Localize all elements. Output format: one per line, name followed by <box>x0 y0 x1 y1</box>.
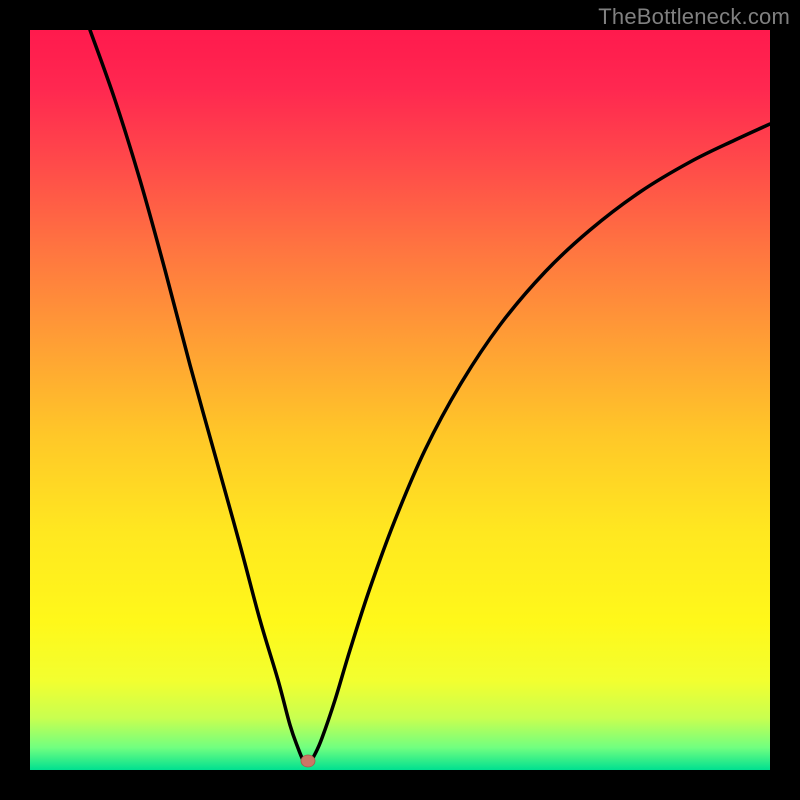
chart-frame: TheBottleneck.com <box>0 0 800 800</box>
curve-layer <box>30 30 770 770</box>
watermark-text: TheBottleneck.com <box>598 4 790 30</box>
plot-area <box>30 30 770 770</box>
bottleneck-curve <box>90 30 770 763</box>
minimum-marker <box>301 755 315 767</box>
